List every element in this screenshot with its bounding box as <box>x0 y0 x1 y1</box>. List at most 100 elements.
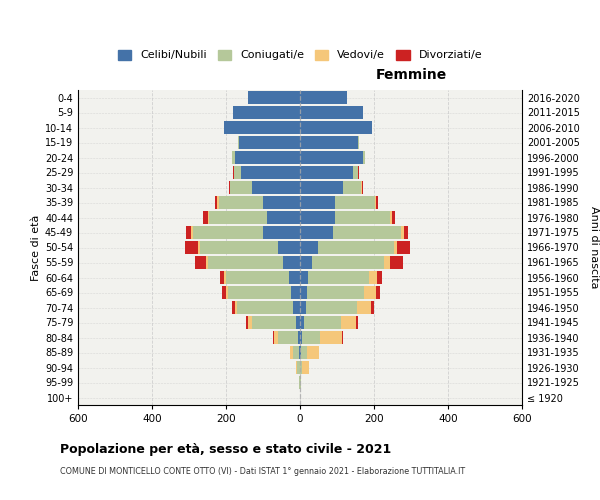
Bar <box>390 256 403 268</box>
Bar <box>302 332 320 344</box>
Bar <box>358 166 359 178</box>
Bar <box>300 226 332 238</box>
Bar <box>293 346 299 358</box>
Bar <box>377 272 382 283</box>
Bar <box>300 362 302 374</box>
Bar <box>293 302 300 314</box>
Bar <box>274 332 278 344</box>
Bar <box>252 316 296 328</box>
Bar <box>318 242 394 254</box>
Bar <box>300 286 307 298</box>
Bar <box>203 212 208 224</box>
Bar <box>300 316 304 328</box>
Bar <box>233 166 234 178</box>
Bar <box>208 256 283 268</box>
Bar <box>208 212 209 224</box>
Bar <box>235 302 237 314</box>
Bar <box>226 286 228 298</box>
Bar <box>209 212 266 224</box>
Bar <box>241 166 300 178</box>
Bar <box>353 166 358 178</box>
Bar <box>332 226 401 238</box>
Bar <box>217 196 218 208</box>
Y-axis label: Fasce di età: Fasce di età <box>31 214 41 280</box>
Bar <box>297 362 300 374</box>
Bar <box>320 332 342 344</box>
Bar <box>237 302 293 314</box>
Bar <box>300 136 358 148</box>
Bar <box>289 272 300 283</box>
Bar <box>300 376 301 388</box>
Bar <box>263 226 300 238</box>
Bar <box>300 332 302 344</box>
Bar <box>232 302 235 314</box>
Bar <box>296 316 300 328</box>
Bar <box>300 212 335 224</box>
Bar <box>238 136 239 148</box>
Bar <box>234 166 241 178</box>
Bar <box>308 272 369 283</box>
Bar <box>300 302 305 314</box>
Bar <box>248 316 252 328</box>
Bar <box>239 136 300 148</box>
Bar <box>300 346 301 358</box>
Bar <box>220 272 224 283</box>
Bar <box>392 212 395 224</box>
Bar <box>193 226 263 238</box>
Bar <box>371 302 374 314</box>
Bar <box>299 376 300 388</box>
Bar <box>218 196 263 208</box>
Bar <box>290 346 293 358</box>
Bar <box>301 346 307 358</box>
Bar <box>362 182 363 194</box>
Bar <box>299 346 300 358</box>
Bar <box>307 346 319 358</box>
Bar <box>390 212 392 224</box>
Bar <box>312 256 384 268</box>
Bar <box>298 332 300 344</box>
Bar <box>223 286 226 298</box>
Bar <box>401 226 404 238</box>
Bar <box>224 272 226 283</box>
Bar <box>376 286 380 298</box>
Y-axis label: Anni di nascita: Anni di nascita <box>589 206 599 288</box>
Bar <box>300 92 347 104</box>
Bar <box>304 316 341 328</box>
Bar <box>307 286 364 298</box>
Bar <box>229 182 230 194</box>
Bar <box>356 316 358 328</box>
Bar <box>300 152 363 164</box>
Bar <box>394 242 397 254</box>
Bar <box>198 242 200 254</box>
Bar <box>375 196 376 208</box>
Bar <box>278 332 298 344</box>
Bar <box>248 92 300 104</box>
Bar <box>187 226 191 238</box>
Text: Femmine: Femmine <box>376 68 446 82</box>
Bar <box>302 362 308 374</box>
Bar <box>247 316 248 328</box>
Bar <box>358 302 371 314</box>
Bar <box>361 182 362 194</box>
Bar <box>224 122 300 134</box>
Legend: Celibi/Nubili, Coniugati/e, Vedovi/e, Divorziati/e: Celibi/Nubili, Coniugati/e, Vedovi/e, Di… <box>113 45 487 65</box>
Bar <box>363 152 365 164</box>
Bar <box>342 332 343 344</box>
Bar <box>404 226 409 238</box>
Bar <box>341 316 356 328</box>
Bar <box>369 272 377 283</box>
Bar <box>215 196 217 208</box>
Bar <box>376 196 378 208</box>
Bar <box>273 332 274 344</box>
Bar <box>300 122 372 134</box>
Bar <box>235 152 300 164</box>
Bar <box>228 286 291 298</box>
Bar <box>185 242 198 254</box>
Bar <box>335 196 375 208</box>
Bar <box>233 106 300 118</box>
Bar <box>194 256 206 268</box>
Bar <box>263 196 300 208</box>
Bar <box>300 106 363 118</box>
Bar <box>300 166 353 178</box>
Bar <box>191 226 193 238</box>
